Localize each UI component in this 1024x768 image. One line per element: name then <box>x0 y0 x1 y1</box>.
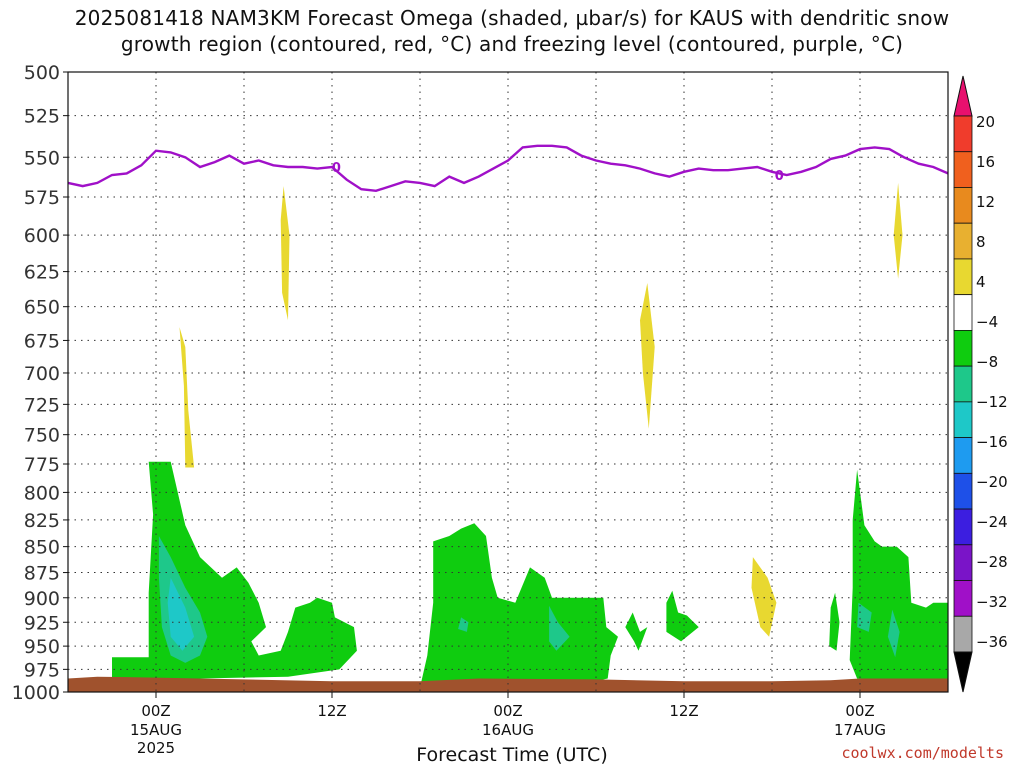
freezing-level-contour <box>67 144 949 193</box>
y-tick-label: 650 <box>24 297 60 319</box>
y-tick-label: 875 <box>24 563 60 585</box>
y-tick-label: 575 <box>24 187 60 209</box>
colorbar-segment <box>953 401 973 439</box>
y-tick-label: 725 <box>24 394 60 416</box>
freezing-level-label: 0 <box>775 169 784 184</box>
x-tick-label: 00Z <box>493 702 522 720</box>
y-tick-label: 900 <box>24 588 60 610</box>
y-tick-label: 525 <box>24 106 60 128</box>
y-tick-label: 600 <box>24 225 60 247</box>
y-tick-label: 1000 <box>12 682 60 704</box>
colorbar-segment <box>953 437 973 474</box>
x-tick-label: 00Z <box>845 702 874 720</box>
y-tick-label: 775 <box>24 454 60 476</box>
omega-sink-4 <box>666 590 699 642</box>
omega-sink-2 <box>420 523 618 688</box>
y-tick-label: 850 <box>24 537 60 559</box>
x-tick-label: 00Z <box>141 702 170 720</box>
colorbar-segment <box>953 258 973 296</box>
x-tick-label: 12Z <box>317 702 346 720</box>
colorbar-segment <box>953 151 973 188</box>
colorbar-label: −36 <box>976 633 1008 651</box>
freezing-level-label: 0 <box>332 161 341 176</box>
omega-sink-1 <box>112 461 357 679</box>
y-tick-label: 625 <box>24 262 60 284</box>
omega-weak-rise-a <box>179 327 195 468</box>
colorbar-segment <box>953 115 973 153</box>
y-tick-label: 700 <box>24 363 60 385</box>
omega-sink-6 <box>849 469 948 683</box>
x-axis-title: Forecast Time (UTC) <box>416 744 608 766</box>
y-tick-label: 975 <box>24 659 60 681</box>
chart-title-line2: growth region (contoured, red, °C) and f… <box>120 32 904 56</box>
omega-weak-rise-b <box>280 186 290 321</box>
colorbar-label: −16 <box>976 433 1008 451</box>
credit-link[interactable]: coolwx.com/modelts <box>841 744 1004 762</box>
x-tick-date-label: 17AUG <box>834 721 886 739</box>
colorbar-label: −4 <box>976 313 998 331</box>
colorbar-label: 8 <box>976 233 986 251</box>
omega-weak-rise-c <box>640 283 655 429</box>
omega-sink-3 <box>625 612 648 651</box>
omega-sink-8 <box>458 617 469 632</box>
omega-weak-rise-d <box>751 557 777 637</box>
colorbar-label: −32 <box>976 593 1008 611</box>
omega-weak-rise-e <box>893 182 903 279</box>
colorbar-segment <box>953 472 973 510</box>
omega-sink-9 <box>549 605 570 651</box>
omega-sink-12 <box>167 577 195 651</box>
colorbar-segment <box>953 222 973 260</box>
omega-sink-11 <box>857 602 872 632</box>
colorbar-segment <box>953 365 973 403</box>
colorbar-label: 12 <box>976 193 995 211</box>
colorbar-label: −8 <box>976 353 998 371</box>
colorbar-segment <box>953 187 973 224</box>
y-tick-label: 925 <box>24 612 60 634</box>
x-tick-label: 12Z <box>669 702 698 720</box>
y-tick-label: 825 <box>24 510 60 532</box>
x-tick-date-label: 2025 <box>137 739 175 757</box>
colorbar-bottom-arrow <box>953 651 973 693</box>
colorbar-segment <box>953 615 973 653</box>
colorbar-segment <box>953 508 973 546</box>
colorbar-label: 16 <box>976 153 995 171</box>
y-tick-label: 750 <box>24 425 60 447</box>
colorbar-label: −28 <box>976 553 1008 571</box>
colorbar-segment <box>953 329 973 367</box>
x-tick-date-label: 16AUG <box>482 721 534 739</box>
chart-title-line1: 2025081418 NAM3KM Forecast Omega (shaded… <box>74 6 950 30</box>
colorbar-segment <box>953 580 973 617</box>
colorbar-segment <box>953 294 973 331</box>
omega-sink-5 <box>829 592 840 651</box>
colorbar-label: −24 <box>976 513 1008 531</box>
colorbar-label: 20 <box>976 113 995 131</box>
colorbar-segment <box>953 544 973 581</box>
colorbar-label: −12 <box>976 393 1008 411</box>
y-tick-label: 550 <box>24 147 60 169</box>
omega-sink-10 <box>887 609 900 658</box>
colorbar-label: −20 <box>976 473 1008 491</box>
y-tick-label: 500 <box>24 62 60 84</box>
colorbar-label: 4 <box>976 273 986 291</box>
y-tick-label: 675 <box>24 330 60 352</box>
y-tick-label: 800 <box>24 482 60 504</box>
y-tick-label: 950 <box>24 636 60 658</box>
x-tick-date-label: 15AUG <box>130 721 182 739</box>
colorbar-top-arrow <box>953 75 973 117</box>
